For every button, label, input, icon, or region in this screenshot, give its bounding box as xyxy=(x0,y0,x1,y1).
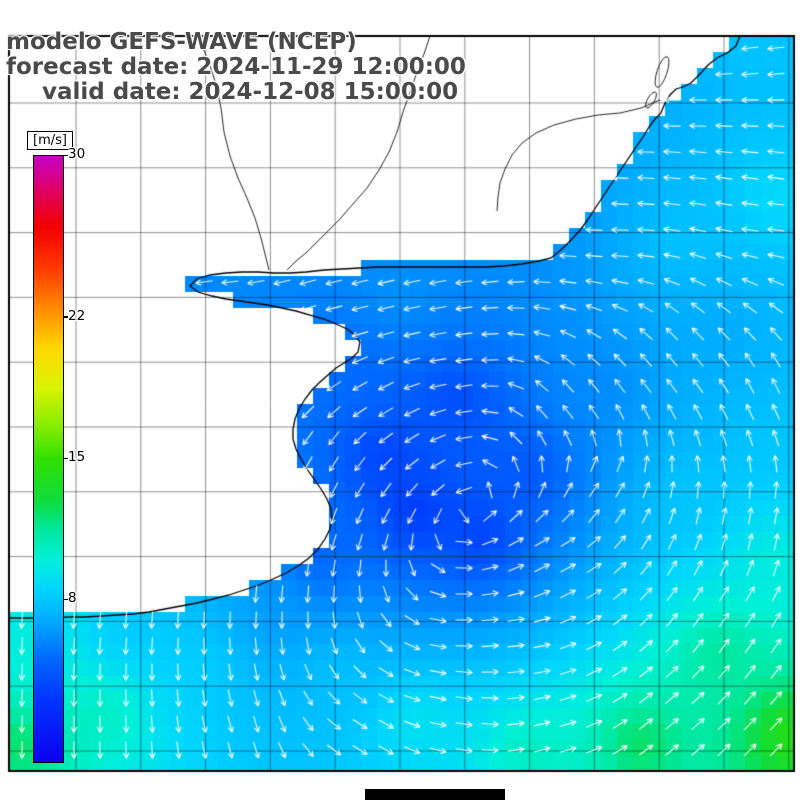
map-header: modelo GEFS-WAVE (NCEP) forecast date: 2… xyxy=(6,30,466,105)
model-title: modelo GEFS-WAVE (NCEP) xyxy=(6,29,357,55)
valid-date-line: valid date: 2024-12-08 15:00:00 xyxy=(42,79,459,105)
forecast-date-line: forecast date: 2024-11-29 12:00:00 xyxy=(6,54,466,80)
bottom-black-bar xyxy=(365,789,505,800)
